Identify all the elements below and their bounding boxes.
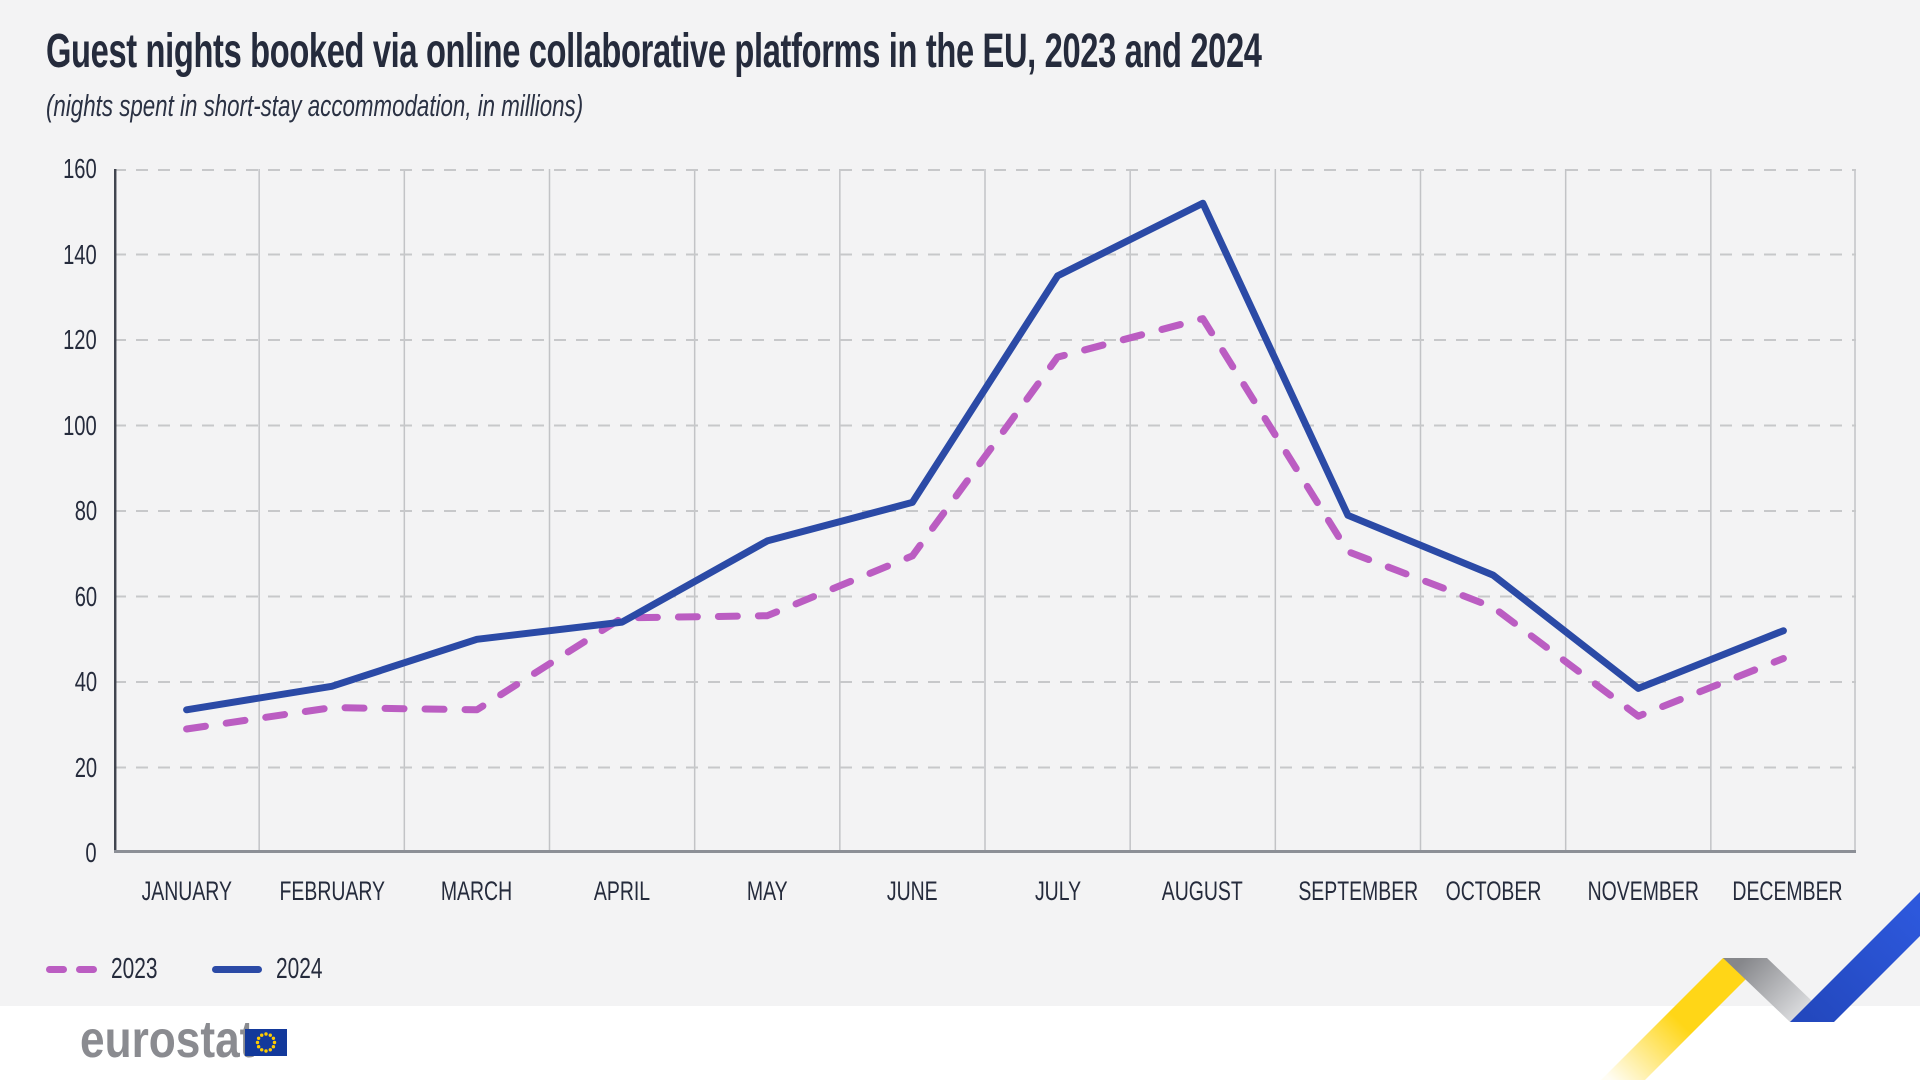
legend-label-2023: 2023 bbox=[111, 952, 158, 985]
y-tick-label: 80 bbox=[74, 495, 97, 526]
x-tick-label: APRIL bbox=[593, 876, 651, 906]
legend: 2023 2024 bbox=[46, 952, 340, 986]
x-tick-label: JANUARY bbox=[141, 876, 232, 906]
chart-subtitle: (nights spent in short-stay accommodatio… bbox=[46, 88, 792, 124]
x-tick-label: FEBRUARY bbox=[279, 876, 386, 906]
chart-subtitle-text: (nights spent in short-stay accommodatio… bbox=[46, 88, 584, 123]
series-2024-line bbox=[183, 199, 1787, 714]
y-tick-label: 20 bbox=[74, 751, 97, 783]
x-tick-label: MARCH bbox=[441, 876, 513, 906]
x-tick-label: JULY bbox=[1034, 876, 1081, 906]
ribbon-yellow-band bbox=[1601, 958, 1767, 1080]
plot-area bbox=[114, 169, 1856, 853]
y-tick-label: 140 bbox=[63, 238, 97, 270]
legend-label-2024: 2024 bbox=[275, 952, 322, 985]
x-tick-label: SEPTEMBER bbox=[1298, 876, 1419, 906]
y-tick-label: 60 bbox=[74, 580, 97, 612]
chart-title: Guest nights booked via online collabora… bbox=[46, 24, 1834, 79]
eurostat-logo: eurostat bbox=[80, 1011, 287, 1072]
y-tick-label: 0 bbox=[85, 837, 97, 868]
footer-band bbox=[0, 1006, 1920, 1080]
ribbon-blue-band bbox=[1790, 892, 1920, 1022]
x-tick-label: JUNE bbox=[887, 876, 938, 906]
x-tick-label: AUGUST bbox=[1162, 876, 1244, 906]
x-tick-label: NOVEMBER bbox=[1587, 876, 1699, 906]
legend-swatch-2024 bbox=[211, 965, 262, 973]
eurostat-logo-text: eurostat bbox=[80, 1011, 255, 1069]
x-tick-label: DECEMBER bbox=[1732, 876, 1843, 906]
y-tick-label: 160 bbox=[63, 153, 97, 184]
y-tick-label: 120 bbox=[63, 324, 97, 355]
legend-swatch-2023 bbox=[46, 965, 97, 973]
chart-title-text: Guest nights booked via online collabora… bbox=[46, 25, 1262, 78]
eu-flag-icon bbox=[245, 1029, 287, 1056]
y-tick-label: 40 bbox=[74, 666, 97, 697]
eurostat-ribbon-graphic bbox=[1601, 892, 1920, 1080]
x-tick-label: MAY bbox=[746, 876, 788, 906]
series-2023-line bbox=[183, 315, 1787, 733]
x-tick-label: OCTOBER bbox=[1445, 876, 1541, 906]
y-tick-label: 100 bbox=[63, 409, 97, 441]
